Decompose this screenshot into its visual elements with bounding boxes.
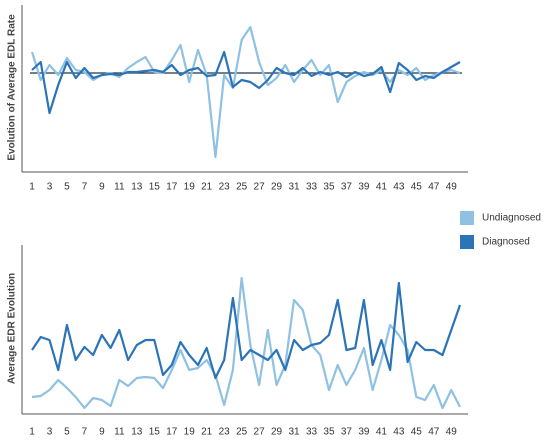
x-tick-label: 13 xyxy=(131,427,143,438)
x-tick-label: 47 xyxy=(428,182,440,193)
x-tick-label: 5 xyxy=(64,427,70,438)
x-tick-label: 49 xyxy=(446,182,458,193)
series-line xyxy=(31,276,461,410)
x-tick-label: 17 xyxy=(166,427,178,438)
x-tick-label: 41 xyxy=(376,427,388,438)
x-tick-label: 33 xyxy=(306,427,318,438)
x-tick-label: 25 xyxy=(236,427,248,438)
x-tick-label: 3 xyxy=(47,182,53,193)
y-axis-label: Average EDR Evolution xyxy=(7,273,18,384)
x-tick-label: 31 xyxy=(288,427,300,438)
x-tick-label: 49 xyxy=(446,427,458,438)
legend-swatch xyxy=(460,211,474,225)
x-tick-label: 37 xyxy=(341,182,353,193)
series-line xyxy=(31,50,461,115)
x-tick-label: 29 xyxy=(271,182,283,193)
x-tick-label: 35 xyxy=(323,182,335,193)
x-tick-label: 45 xyxy=(411,427,423,438)
legend-label: Diagnosed xyxy=(482,237,530,248)
x-tick-label: 19 xyxy=(184,182,196,193)
x-tick-label: 41 xyxy=(376,182,388,193)
x-tick-label: 23 xyxy=(219,427,231,438)
x-tick-label: 23 xyxy=(219,182,231,193)
x-tick-label: 25 xyxy=(236,182,248,193)
x-tick-label: 11 xyxy=(114,427,125,438)
x-tick-label: 5 xyxy=(64,182,70,193)
x-tick-label: 39 xyxy=(358,427,370,438)
x-tick-label: 21 xyxy=(201,427,213,438)
x-tick-label: 15 xyxy=(149,182,161,193)
x-tick-label: 7 xyxy=(82,182,88,193)
x-tick-label: 43 xyxy=(393,182,405,193)
x-tick-label: 17 xyxy=(166,182,178,193)
series-line xyxy=(31,281,462,380)
x-tick-label: 39 xyxy=(358,182,370,193)
x-tick-label: 9 xyxy=(99,427,105,438)
x-tick-label: 33 xyxy=(306,182,318,193)
x-tick-label: 1 xyxy=(29,182,35,193)
x-tick-label: 37 xyxy=(341,427,353,438)
x-tick-label: 31 xyxy=(288,182,300,193)
series-line xyxy=(30,25,461,159)
x-tick-label: 43 xyxy=(393,427,405,438)
y-axis-label: Evolution of Average EDL Rate xyxy=(7,14,18,161)
x-tick-label: 29 xyxy=(271,427,283,438)
x-tick-label: 11 xyxy=(114,182,125,193)
x-tick-label: 47 xyxy=(428,427,440,438)
x-tick-label: 27 xyxy=(254,427,266,438)
x-tick-label: 19 xyxy=(184,427,196,438)
x-tick-label: 1 xyxy=(29,427,35,438)
x-tick-label: 27 xyxy=(254,182,266,193)
x-tick-label: 45 xyxy=(411,182,423,193)
x-tick-label: 35 xyxy=(323,427,335,438)
x-tick-label: 13 xyxy=(131,182,143,193)
x-tick-label: 7 xyxy=(82,427,88,438)
x-tick-label: 21 xyxy=(201,182,213,193)
x-tick-label: 9 xyxy=(99,182,105,193)
legend-label: Undiagnosed xyxy=(482,213,541,224)
x-tick-label: 3 xyxy=(47,427,53,438)
legend-swatch xyxy=(460,235,474,249)
x-tick-label: 15 xyxy=(149,427,161,438)
